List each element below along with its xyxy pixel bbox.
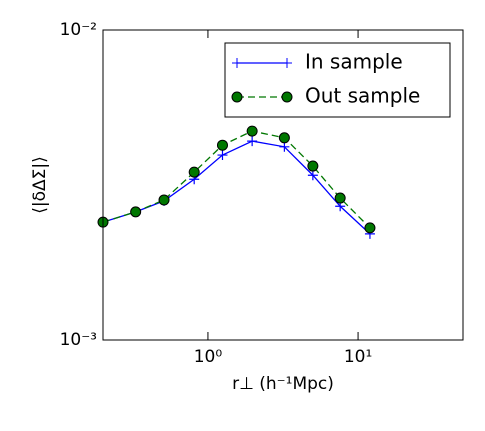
x-tick-label: 10¹ [344, 347, 372, 367]
legend-label: Out sample [305, 84, 420, 108]
series-line [102, 130, 371, 229]
x-tick-label: 10⁰ [194, 347, 223, 367]
x-axis-label: r⊥ (h⁻¹Mpc) [232, 374, 334, 394]
legend-marker [281, 91, 293, 103]
point [247, 136, 258, 147]
legend-marker [231, 91, 243, 103]
point [246, 125, 258, 137]
point [307, 160, 319, 172]
point [364, 222, 376, 234]
legend-marker [282, 58, 292, 68]
point [307, 170, 318, 181]
y-tick-label: 10⁻² [60, 20, 97, 40]
point [217, 150, 228, 161]
y-tick-label: 10⁻³ [60, 330, 97, 350]
plot-frame [102, 29, 464, 341]
point [188, 166, 200, 178]
y-axis-label: ⟨|δΔΣ|⟩ [30, 156, 50, 214]
point [158, 194, 170, 206]
legend-marker [232, 58, 242, 68]
point [278, 132, 290, 144]
point [334, 192, 346, 204]
point [216, 139, 228, 151]
legend-box [224, 42, 451, 118]
series-line [102, 140, 371, 235]
point [279, 141, 290, 152]
legend-label: In sample [305, 50, 403, 74]
point [130, 206, 142, 218]
